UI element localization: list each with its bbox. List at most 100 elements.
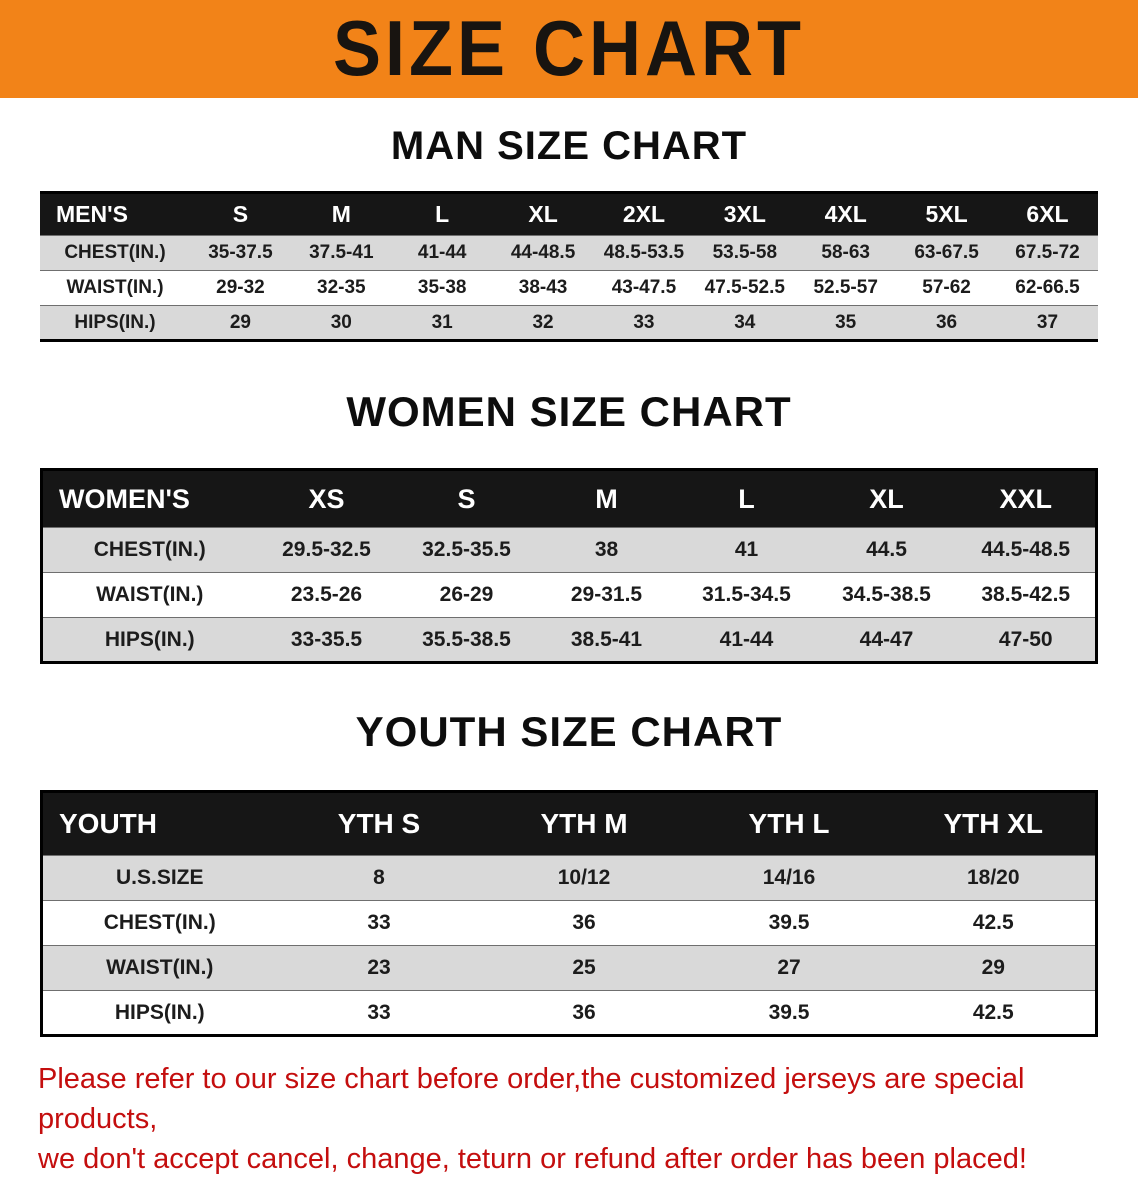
- size-value: 37: [1036, 311, 1059, 333]
- size-value: 31.5-34.5: [702, 583, 791, 606]
- size-value: 36: [572, 1000, 596, 1024]
- size-value: 62-66.5: [1015, 277, 1080, 298]
- size-value: 41-44: [417, 242, 467, 263]
- size-column-header: L: [391, 192, 493, 236]
- women-size-table: WOMEN'S XS S M L XL XXL CHEST(IN.) 29.5-32.5 32.5…: [40, 468, 1098, 664]
- size-value: 53.5-58: [712, 242, 778, 263]
- measurement-label: WAIST(IN.): [106, 956, 214, 979]
- size-value: 18/20: [966, 866, 1020, 889]
- men-size-chart-heading: MAN SIZE CHART: [390, 124, 748, 168]
- size-value: 30: [330, 311, 352, 333]
- table-row: CHEST(IN.) 29.5-32.5 32.5-35.5 38 41 44.5 44.5…: [41, 527, 1097, 573]
- size-value: 35-38: [417, 277, 467, 298]
- measurement-label: CHEST(IN.): [93, 538, 206, 561]
- size-value: 38: [594, 538, 619, 561]
- size-value: 29: [981, 956, 1005, 979]
- size-value: 38-43: [518, 277, 568, 298]
- size-value: 58-63: [821, 242, 870, 263]
- size-value: 27: [777, 956, 801, 979]
- size-column-header: S: [190, 192, 291, 236]
- size-value: 43-47.5: [611, 277, 677, 298]
- size-value: 29: [229, 311, 251, 333]
- size-column-header: YTH XL: [891, 791, 1097, 856]
- size-value: 52.5-57: [813, 277, 878, 298]
- men-size-chart-section: MAN SIZE CHART MEN'S S M L XL 2XL 3XL 4XL 5XL 6XL…: [0, 124, 1138, 342]
- table-header-row: WOMEN'S XS S M L XL XXL: [41, 469, 1097, 528]
- table-row: WAIST(IN.) 23.5-26 26-29 29-31.5 31.5-34.5 34…: [41, 572, 1097, 618]
- size-value: 36: [572, 911, 596, 934]
- size-value: 47.5-52.5: [704, 277, 785, 298]
- size-column-header: XS: [256, 469, 397, 528]
- size-value: 35.5-38.5: [422, 627, 511, 651]
- footer-note-line-2: we don't accept cancel, change, teturn o…: [38, 1143, 1027, 1175]
- size-column-header: L: [676, 469, 817, 528]
- size-value: 23: [367, 956, 391, 979]
- size-value: 37.5-41: [309, 242, 374, 263]
- women-size-chart-heading: WOMEN SIZE CHART: [346, 388, 792, 435]
- footer-note-line-1: Please refer to our size chart before or…: [38, 1063, 1025, 1135]
- measurement-label: WAIST(IN.): [66, 277, 164, 298]
- size-value: 32: [532, 311, 554, 333]
- size-column-header: S: [396, 469, 537, 528]
- size-value: 29-32: [216, 277, 265, 298]
- banner: SIZE CHART: [0, 0, 1138, 98]
- size-value: 29-31.5: [570, 583, 643, 606]
- size-value: 44-48.5: [510, 242, 576, 263]
- youth-size-chart-heading: YOUTH SIZE CHART: [355, 708, 783, 755]
- size-column-header: XL: [492, 192, 594, 236]
- size-column-header: YTH S: [276, 791, 482, 856]
- size-value: 33: [367, 911, 391, 934]
- table-title-cell: YOUTH: [41, 791, 277, 856]
- measurement-label: CHEST(IN.): [64, 242, 166, 263]
- size-value: 32.5-35.5: [422, 538, 511, 561]
- size-value: 38.5-41: [570, 627, 643, 651]
- size-column-header: YTH M: [481, 791, 687, 856]
- size-value: 23.5-26: [290, 583, 363, 606]
- size-value: 34: [734, 311, 756, 333]
- size-value: 48.5-53.5: [603, 242, 685, 263]
- youth-size-table: YOUTH YTH S YTH M YTH L YTH XL U.S.SIZE 8 10/12…: [40, 790, 1098, 1037]
- size-column-header: M: [290, 192, 392, 236]
- size-column-header: 3XL: [694, 192, 796, 236]
- size-value: 44.5-48.5: [981, 538, 1071, 561]
- size-value: 35-37.5: [208, 242, 273, 263]
- women-size-chart-section: WOMEN SIZE CHART WOMEN'S XS S M L XL XXL CHEST(…: [0, 388, 1138, 664]
- size-column-header: 6XL: [997, 192, 1098, 236]
- size-column-header: YTH L: [686, 791, 892, 856]
- table-header-row: MEN'S S M L XL 2XL 3XL 4XL 5XL 6XL: [40, 192, 1098, 236]
- table-row: CHEST(IN.) 33 36 39.5 42.5: [41, 900, 1097, 946]
- table-row: WAIST(IN.) 23 25 27 29: [41, 945, 1097, 991]
- size-value: 33: [367, 1000, 391, 1024]
- youth-size-chart-section: YOUTH SIZE CHART YOUTH YTH S YTH M YTH L YTH…: [0, 708, 1138, 1037]
- size-value: 39.5: [768, 911, 810, 934]
- size-value: 31: [431, 311, 453, 333]
- measurement-label: HIPS(IN.): [74, 311, 156, 333]
- measurement-label: WAIST(IN.): [96, 583, 204, 606]
- size-value: 8: [373, 866, 385, 889]
- table-row: U.S.SIZE 8 10/12 14/16 18/20: [41, 855, 1097, 901]
- size-column-header: XXL: [956, 469, 1097, 528]
- size-value: 42.5: [972, 1000, 1014, 1024]
- table-header-row: YOUTH YTH S YTH M YTH L YTH XL: [41, 791, 1097, 856]
- size-column-header: 5XL: [896, 192, 997, 236]
- measurement-label: CHEST(IN.): [103, 911, 216, 934]
- table-title-cell: MEN'S: [40, 192, 190, 236]
- size-value: 39.5: [768, 1000, 810, 1024]
- size-value: 33: [633, 311, 655, 333]
- size-value: 47-50: [998, 627, 1053, 651]
- size-value: 63-67.5: [914, 242, 979, 263]
- size-column-header: M: [536, 469, 677, 528]
- size-value: 41: [734, 538, 759, 561]
- size-value: 44.5: [866, 538, 907, 561]
- size-value: 14/16: [762, 866, 816, 889]
- measurement-label: U.S.SIZE: [115, 866, 204, 889]
- size-value: 10/12: [557, 866, 611, 889]
- table-row: HIPS(IN.) 33 36 39.5 42.5: [41, 990, 1097, 1036]
- size-column-header: 2XL: [593, 192, 695, 236]
- table-title-cell: WOMEN'S: [41, 469, 257, 528]
- men-size-table: MEN'S S M L XL 2XL 3XL 4XL 5XL 6XL CHEST(IN.) 35-37…: [40, 191, 1098, 342]
- table-row: CHEST(IN.) 35-37.5 37.5-41 41-44 44-48.5 48.5…: [40, 235, 1098, 271]
- measurement-label: HIPS(IN.): [114, 1000, 205, 1024]
- size-value: 29.5-32.5: [282, 538, 371, 561]
- size-value: 67.5-72: [1015, 242, 1080, 263]
